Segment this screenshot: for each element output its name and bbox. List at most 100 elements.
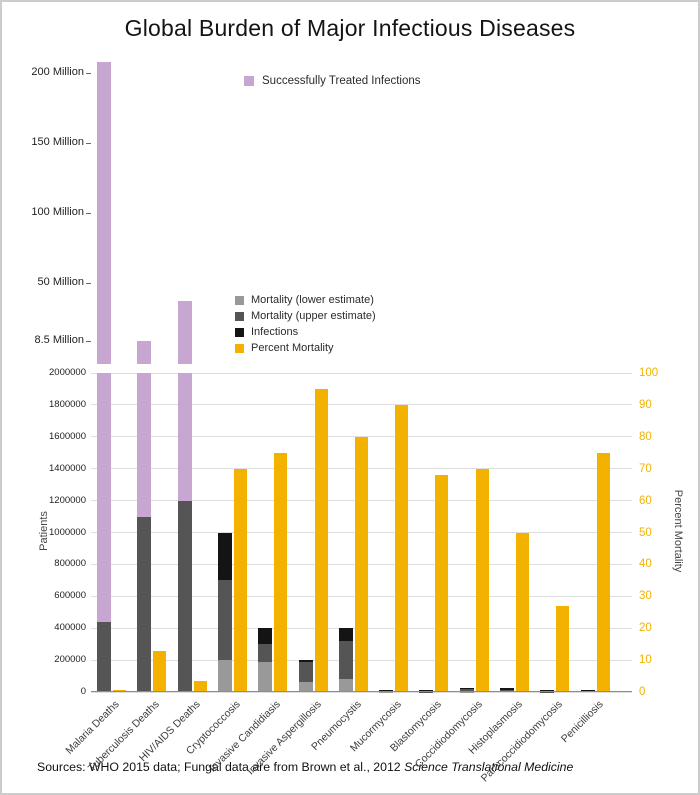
- mortality-upper-bar-segment: [97, 622, 111, 692]
- mortality-lower-swatch-icon: [235, 295, 244, 305]
- infections-bar-segment: [580, 690, 595, 692]
- upper-axis-tick-mark: [86, 72, 91, 74]
- legend-item-infections: Infections: [235, 324, 376, 340]
- left-axis-tick-label: 800000: [54, 558, 86, 570]
- right-axis-tick-label: 90: [639, 398, 652, 411]
- percent-mortality-bar: [153, 650, 167, 692]
- right-axis-tick-label: 100: [639, 367, 659, 379]
- legend-item-percent: Percent Mortality: [235, 340, 376, 356]
- percent-mortality-bar: [556, 605, 570, 692]
- left-axis-tick-label: 600000: [54, 590, 86, 602]
- mortality-upper-bar-segment: [258, 644, 273, 662]
- mortality-upper-bar-segment: [338, 640, 353, 680]
- gridline: [91, 436, 632, 438]
- upper-axis-tick-mark: [86, 282, 91, 284]
- percent-mortality-bar: [274, 452, 288, 692]
- mortality-lower-bar-segment: [338, 679, 353, 692]
- mortality-lower-bar-segment: [217, 660, 232, 692]
- percent-swatch-icon: [235, 343, 244, 353]
- percent-mortality-bar: [395, 404, 409, 692]
- infections-bar-segment: [258, 628, 273, 645]
- treated-swatch-icon: [244, 76, 254, 86]
- treated-bar-upper-segment: [137, 341, 152, 364]
- upper-axis-tick-label: 200 Million: [31, 65, 84, 78]
- percent-mortality-bar: [193, 680, 207, 692]
- main-panel: [91, 372, 632, 693]
- infections-bar-segment: [500, 688, 514, 691]
- mortality-upper-bar-segment: [459, 689, 474, 692]
- right-axis-tick-label: 40: [639, 558, 652, 571]
- left-axis-tick-label: 200000: [54, 654, 86, 666]
- upper-axis-tick-label: 8.5 Million: [34, 334, 84, 346]
- upper-axis-tick-mark: [86, 341, 91, 342]
- source-note-journal: Science Translational Medicine: [404, 760, 574, 774]
- treated-bar-lower-segment: [177, 373, 192, 501]
- source-note: Sources: WHO 2015 data; Fungal data are …: [37, 760, 573, 774]
- upper-axis-tick-label: 50 Million: [37, 275, 84, 288]
- mortality-lower-bar-segment: [258, 661, 273, 692]
- left-axis-tick-label: 1200000: [49, 494, 86, 506]
- upper-axis-tick-label: 100 Million: [31, 205, 84, 218]
- legend-item-mortality-lower: Mortality (lower estimate): [235, 292, 376, 308]
- source-note-text: Sources: WHO 2015 data; Fungal data are …: [37, 760, 405, 774]
- upper-axis-tick-mark: [86, 142, 91, 144]
- infections-bar-segment: [298, 660, 313, 662]
- left-axis-tick-label: 1000000: [49, 526, 86, 538]
- legend-mortality-upper-label: Mortality (upper estimate): [251, 310, 376, 322]
- percent-mortality-bar: [314, 388, 328, 692]
- x-axis-line: [91, 691, 632, 692]
- upper-panel-broken-axis: [91, 62, 632, 364]
- legend-treated: Successfully Treated Infections: [244, 75, 421, 87]
- infections-bar-segment: [217, 532, 232, 581]
- infections-bar-segment: [459, 688, 474, 690]
- legend-main: Mortality (lower estimate) Mortality (up…: [235, 292, 376, 356]
- infections-bar-segment: [540, 690, 555, 692]
- mortality-upper-bar-segment: [298, 661, 313, 683]
- mortality-upper-bar-segment: [137, 516, 152, 692]
- percent-mortality-bar: [516, 532, 529, 692]
- mortality-upper-bar-segment: [177, 500, 192, 692]
- percent-mortality-bar: [475, 468, 489, 692]
- mortality-upper-bar-segment: [217, 580, 232, 661]
- right-axis-tick-label: 30: [639, 590, 652, 603]
- upper-axis-tick-mark: [86, 212, 91, 214]
- treated-bar-lower-segment: [97, 373, 111, 623]
- right-axis-tick-label: 80: [639, 430, 652, 443]
- left-axis-tick-label: 2000000: [49, 367, 86, 378]
- right-axis-tick-label: 0: [639, 686, 646, 698]
- left-axis-tick-label: 1800000: [49, 398, 86, 410]
- percent-mortality-bar: [596, 452, 610, 692]
- mortality-upper-bar-segment: [500, 690, 514, 692]
- gridline: [91, 372, 632, 374]
- legend-infections-label: Infections: [251, 326, 299, 338]
- right-axis-tick-label: 20: [639, 622, 652, 635]
- infections-swatch-icon: [235, 327, 244, 337]
- left-axis-tick-label: 400000: [54, 622, 86, 634]
- infections-bar-segment: [379, 690, 394, 691]
- mortality-lower-bar-segment: [298, 682, 313, 692]
- treated-bar-lower-segment: [137, 373, 152, 517]
- treated-bar-upper-segment: [177, 301, 192, 364]
- infections-bar-segment: [338, 628, 353, 641]
- left-axis-tick-label: 1400000: [49, 462, 86, 474]
- percent-mortality-bar: [435, 475, 449, 692]
- gridline: [91, 404, 632, 406]
- upper-axis-tick-label: 150 Million: [31, 135, 84, 148]
- percent-mortality-bar: [233, 468, 247, 692]
- legend-item-mortality-upper: Mortality (upper estimate): [235, 308, 376, 324]
- treated-bar-upper-segment: [97, 62, 111, 364]
- mortality-upper-swatch-icon: [235, 311, 244, 321]
- right-axis-tick-label: 50: [639, 526, 652, 539]
- legend-mortality-lower-label: Mortality (lower estimate): [251, 294, 374, 306]
- legend-percent-label: Percent Mortality: [251, 342, 334, 354]
- right-axis-tick-label: 10: [639, 654, 652, 667]
- left-axis-tick-label: 0: [80, 686, 86, 697]
- left-axis-tick-label: 1600000: [49, 430, 86, 442]
- gridline: [91, 691, 632, 693]
- chart-title: Global Burden of Major Infectious Diseas…: [124, 15, 576, 41]
- percent-mortality-bar: [354, 436, 368, 692]
- right-axis-tick-label: 60: [639, 494, 652, 507]
- right-axis-tick-label: 70: [639, 462, 652, 475]
- legend-treated-label: Successfully Treated Infections: [262, 75, 421, 87]
